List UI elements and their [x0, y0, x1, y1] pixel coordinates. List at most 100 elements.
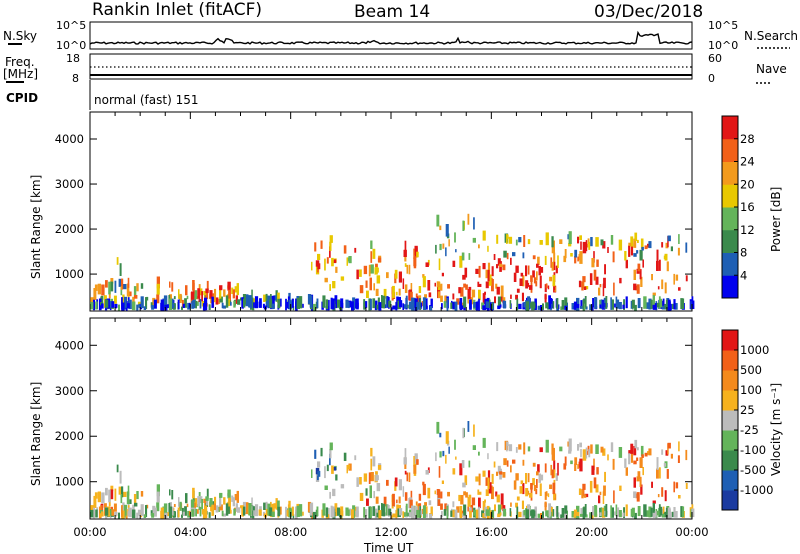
echo-cell: [564, 249, 567, 259]
echo-cell: [557, 255, 559, 268]
echo-cell: [475, 509, 479, 519]
echo-cell: [619, 277, 622, 284]
echo-cell: [485, 477, 488, 486]
echo-cell: [97, 283, 101, 295]
echo-cell: [583, 494, 587, 498]
echo-cell: [106, 506, 111, 516]
echo-cell: [265, 503, 268, 516]
echo-cell: [567, 234, 570, 240]
echo-cell: [123, 284, 127, 290]
echo-cell: [94, 284, 98, 291]
echo-cell: [196, 509, 199, 514]
axes-layer: 1000 2000 3000 4000 1000 2000 3000 4000 00:00 04:…: [55, 112, 709, 539]
echo-cell: [691, 508, 695, 517]
echo-cell: [553, 493, 556, 498]
echo-cell: [251, 497, 253, 510]
echo-cell: [121, 510, 125, 519]
echo-cell: [317, 470, 321, 477]
echo-cell: [584, 504, 587, 516]
echo-cell: [589, 304, 592, 310]
echo-cell: [533, 277, 537, 284]
echo-cell: [131, 301, 136, 311]
echo-cell: [402, 511, 405, 518]
echo-cell: [512, 459, 516, 464]
echo-cell: [375, 496, 379, 504]
echo-cell: [324, 277, 328, 283]
echo-cell: [119, 470, 122, 484]
echo-cell: [439, 432, 442, 438]
echo-cell: [222, 513, 226, 517]
echo-cell: [351, 301, 354, 311]
echo-cell: [585, 240, 588, 252]
echo-cell: [128, 299, 132, 310]
echo-cell: [678, 495, 681, 499]
echo-cell: [547, 285, 550, 290]
echo-cell: [532, 255, 536, 260]
echo-cell: [384, 304, 387, 309]
echo-cell: [611, 299, 614, 310]
echo-cell: [146, 504, 149, 509]
echo-cell: [661, 305, 665, 310]
echo-cell: [424, 305, 428, 310]
echo-cell: [615, 296, 618, 309]
echo-cell: [129, 291, 132, 297]
echo-cell: [640, 238, 644, 249]
echo-cell: [633, 477, 636, 488]
echo-cell: [478, 506, 480, 519]
echo-cell: [452, 510, 455, 518]
echo-cell: [446, 505, 449, 519]
echo-cell: [487, 509, 491, 516]
colorbar-tick-label: -25: [740, 423, 759, 437]
echo-cell: [549, 276, 553, 282]
echo-cell: [406, 512, 409, 517]
echo-cell: [370, 251, 373, 263]
echo-cell: [539, 240, 543, 245]
echo-cell: [673, 299, 676, 310]
echo-cell: [664, 282, 667, 294]
echo-cell: [444, 295, 448, 303]
echo-cell: [292, 306, 295, 311]
echo-cell: [509, 300, 512, 309]
echo-cell: [201, 291, 203, 302]
echo-cell: [332, 488, 336, 497]
echo-cell: [228, 506, 230, 514]
echo-cell: [404, 492, 408, 501]
echo-cell: [447, 491, 450, 497]
echo-cell: [529, 510, 533, 516]
echo-cell: [633, 446, 637, 456]
echo-cell: [600, 239, 604, 246]
power-scatter-layer: [90, 213, 695, 311]
echo-cell: [591, 513, 594, 519]
echo-cell: [515, 239, 518, 246]
echo-cell: [105, 280, 108, 288]
echo-cell: [525, 509, 529, 519]
echo-cell: [437, 499, 441, 506]
echo-cell: [563, 255, 567, 263]
echo-cell: [413, 248, 415, 259]
colorbar-segment: [722, 430, 738, 451]
echo-cell: [170, 298, 174, 308]
echo-cell: [132, 504, 135, 514]
echo-cell: [363, 473, 368, 482]
echo-cell: [90, 301, 94, 310]
echo-cell: [271, 503, 275, 517]
echo-cell: [614, 511, 616, 516]
echo-cell: [633, 238, 637, 248]
echo-cell: [571, 511, 575, 518]
echo-cell: [368, 472, 371, 484]
echo-cell: [522, 483, 525, 495]
echo-cell: [324, 485, 328, 490]
echo-cell: [312, 511, 316, 519]
echo-cell: [445, 247, 447, 257]
echo-cell: [518, 303, 522, 310]
echo-cell: [646, 510, 650, 517]
echo-cell: [545, 439, 549, 453]
echo-cell: [502, 472, 506, 478]
echo-cell: [460, 287, 464, 297]
echo-cell: [513, 272, 517, 282]
echo-cell: [639, 476, 642, 487]
echo-cell: [512, 252, 516, 257]
echo-cell: [691, 300, 695, 309]
echo-cell: [208, 304, 211, 310]
colorbar-segment: [722, 229, 738, 253]
